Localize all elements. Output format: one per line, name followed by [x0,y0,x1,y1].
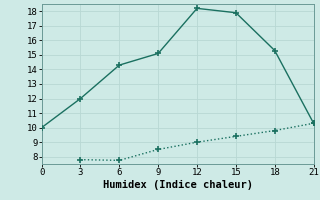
X-axis label: Humidex (Indice chaleur): Humidex (Indice chaleur) [103,180,252,190]
